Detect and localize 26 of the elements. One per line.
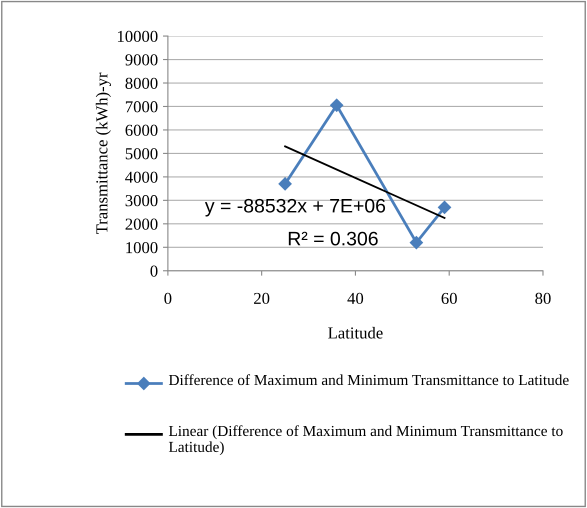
y-tick-label: 4000 [125,172,158,183]
legend-label: Difference of Maximum and Minimum Transmittance to Latitude [168,374,569,386]
x-tick-label: 20 [254,292,270,304]
y-tick-label: 2000 [126,218,158,230]
y-tick-label: 10000 [118,30,158,42]
y-tick-label: 7000 [126,101,158,112]
y-tick-label: 0 [150,265,158,277]
annotation: y = -88532x + 7E+06 [204,198,386,216]
annotation: R² = 0.306 [288,232,378,246]
x-tick-label: 60 [442,292,457,304]
y-tick-label: 9000 [125,54,158,66]
y-tick-label: 6000 [126,124,158,136]
point [410,236,423,250]
y-axis-title: Transmittance (kWh)-yr [96,72,111,234]
y-tick-label: 1000 [126,242,158,254]
x-tick-label: 80 [535,292,551,304]
y-tick-label: 3000 [126,195,158,206]
point [330,98,344,112]
legend-label: Linear (Difference of Maximum and Minimum Transmittance to Latitude) [168,425,563,456]
x-axis-title: Latitude [328,326,383,339]
x-tick-label: 40 [347,292,364,304]
point [438,200,452,214]
y-tick-label: 5000 [126,148,158,160]
y-tick-label: 8000 [125,78,158,89]
x-tick-label: 0 [164,292,172,304]
point [278,177,292,191]
